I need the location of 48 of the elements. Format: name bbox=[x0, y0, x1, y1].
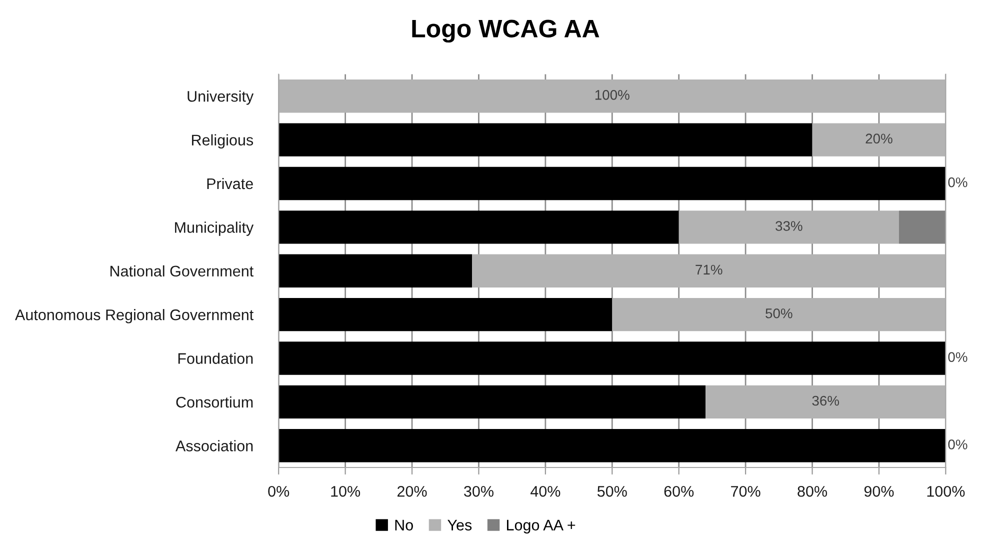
x-tick-label: 0% bbox=[268, 486, 290, 497]
chart-title: Logo WCAG AA bbox=[412, 20, 600, 43]
data-label: 0% bbox=[948, 177, 968, 188]
legend-label: Yes bbox=[448, 520, 472, 530]
bar bbox=[812, 123, 946, 156]
bar bbox=[898, 210, 946, 244]
legend-label: No bbox=[395, 520, 413, 530]
data-label: 0% bbox=[948, 440, 968, 450]
bar bbox=[612, 298, 946, 332]
bar bbox=[472, 254, 946, 288]
bar bbox=[278, 210, 679, 244]
x-tick-label: 10% bbox=[331, 486, 360, 497]
bar bbox=[278, 166, 946, 200]
x-tick-label: 30% bbox=[464, 486, 494, 497]
data-label: 100% bbox=[595, 90, 630, 100]
bar bbox=[278, 298, 612, 332]
bar bbox=[706, 385, 946, 419]
x-tick-label: 100% bbox=[927, 486, 965, 497]
y-tick-label: University bbox=[188, 90, 254, 105]
x-tick-label: 50% bbox=[597, 486, 627, 497]
x-tick-label: 20% bbox=[398, 486, 427, 497]
x-tick-label: 40% bbox=[530, 486, 560, 497]
y-tick-label: Autonomous Regional Government bbox=[15, 309, 254, 324]
x-tick-label: 90% bbox=[864, 486, 894, 497]
data-label: 20% bbox=[866, 134, 892, 144]
y-tick-label: Municipality bbox=[175, 222, 254, 236]
data-label: 33% bbox=[776, 221, 802, 231]
y-tick-label: Foundation bbox=[178, 352, 253, 364]
data-label: 36% bbox=[812, 396, 840, 406]
bar bbox=[278, 385, 706, 419]
x-tick-label: 70% bbox=[731, 486, 760, 497]
bar bbox=[278, 123, 812, 156]
x-tick-label: 60% bbox=[664, 486, 694, 497]
data-label: 50% bbox=[766, 308, 792, 318]
x-tick-label: 80% bbox=[798, 486, 828, 497]
y-tick-label: National Government bbox=[110, 265, 254, 277]
y-tick-label: Private bbox=[207, 178, 253, 190]
legend-label: Logo AA + bbox=[507, 520, 576, 534]
y-tick-label: Consortium bbox=[176, 396, 253, 408]
bar bbox=[278, 254, 472, 288]
y-tick-label: Association bbox=[176, 440, 253, 452]
bar bbox=[278, 429, 946, 462]
data-label: 0% bbox=[948, 352, 968, 362]
data-label: 71% bbox=[696, 264, 722, 275]
bar bbox=[278, 342, 946, 375]
y-tick-label: Religious bbox=[192, 134, 254, 148]
bar bbox=[678, 210, 899, 244]
bar bbox=[278, 79, 946, 113]
